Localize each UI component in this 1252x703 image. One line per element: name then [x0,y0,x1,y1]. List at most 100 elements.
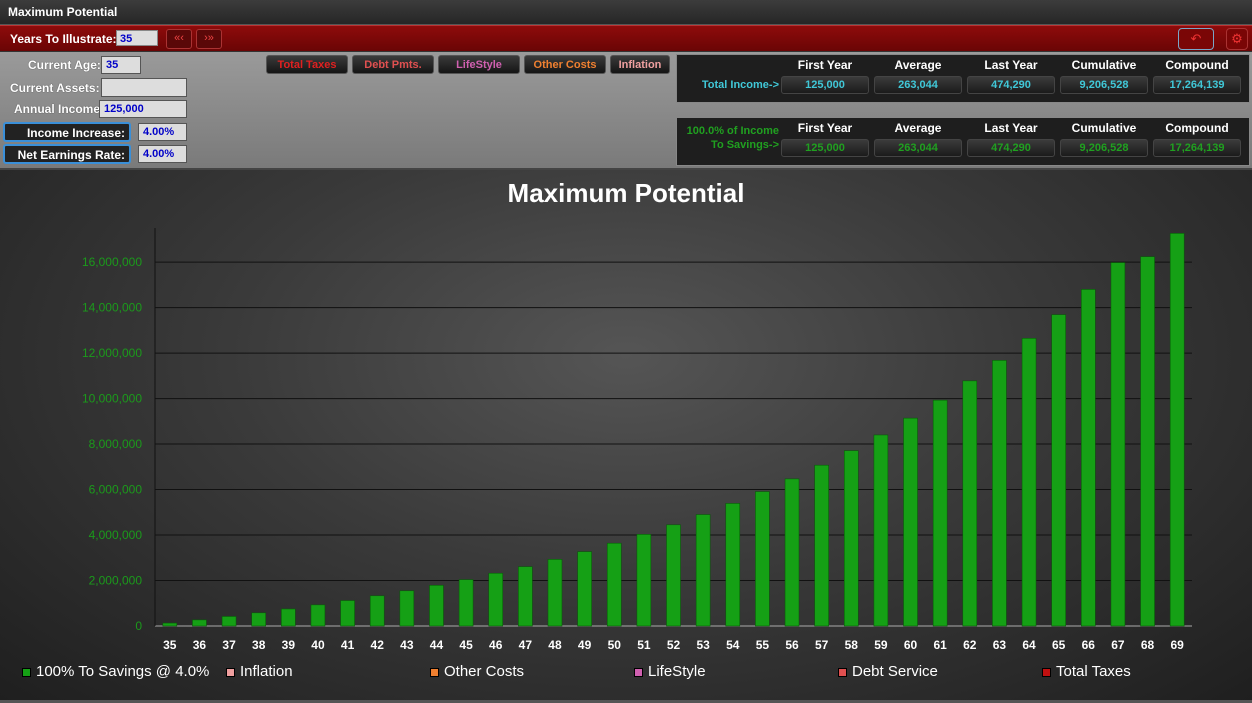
bar [695,514,711,627]
savings-first-year-value: 125,000 [781,139,869,157]
next-years-button[interactable]: ›» [196,29,222,49]
col-header-first-year: First Year [797,121,853,135]
bar [1169,233,1185,627]
col-header-cumulative: Cumulative [1071,58,1137,72]
col-header-last-year: Last Year [984,58,1038,72]
x-tick-label: 52 [667,638,681,650]
bar [518,566,533,627]
bar [251,612,266,627]
y-tick-label: 14,000,000 [82,301,142,315]
x-tick-label: 68 [1141,638,1155,650]
toggle-other-costs-button[interactable]: Other Costs [524,55,606,74]
legend-swatch [1042,667,1051,677]
current-assets-input[interactable] [101,78,187,97]
savings-average-value: 263,044 [874,139,962,157]
window-title: Maximum Potential [8,5,118,19]
double-chevron-right-icon: ›» [204,32,214,44]
window-titlebar: Maximum Potential [0,0,1252,25]
x-tick-label: 47 [519,638,533,650]
y-tick-label: 12,000,000 [82,346,142,360]
income-compound-value: 17,264,139 [1153,76,1241,94]
years-input[interactable]: 35 [116,30,158,46]
legend-swatch [22,667,31,677]
bar [636,534,652,627]
bar [755,491,770,627]
x-tick-label: 39 [282,638,296,650]
chart-area: Maximum Potential 0 2,000,000 4,000,000 6,0… [0,170,1252,700]
prev-years-button[interactable]: «‹ [166,29,192,49]
x-axis: 35 36 37 38 39 40 41 42 43 44 45 46 47 48 49 50 51 52 53 54… [163,638,1184,650]
net-earnings-input[interactable]: 4.00% [138,145,187,163]
double-chevron-left-icon: «‹ [174,32,184,44]
bar [399,590,415,627]
x-tick-label: 45 [459,638,473,650]
x-tick-label: 64 [1022,638,1036,650]
x-tick-label: 43 [400,638,414,650]
undo-button[interactable]: ↶ [1178,28,1214,50]
x-tick-label: 66 [1082,638,1096,650]
x-tick-label: 38 [252,638,266,650]
toggle-lifestyle-button[interactable]: LifeStyle [438,55,520,74]
bar [547,559,563,627]
bar [725,503,741,627]
x-tick-label: 36 [193,638,207,650]
y-tick-label: 2,000,000 [89,574,143,588]
income-cumulative-value: 9,206,528 [1060,76,1148,94]
bar [1081,289,1096,627]
legend-swatch [226,667,235,677]
current-age-input[interactable]: 35 [101,56,141,74]
bar [281,608,296,627]
bar [221,616,237,627]
x-tick-label: 55 [756,638,770,650]
legend-swatch [838,667,847,677]
chart-grid [155,261,1192,627]
undo-arrow-icon: ↶ [1190,31,1202,46]
input-panel: Current Age: 35 Current Assets: Annual I… [0,52,1252,170]
savings-cumulative-value: 9,206,528 [1060,139,1148,157]
gear-icon: ⚙ [1231,31,1243,46]
legend-item: 100% To Savings @ 4.0% [22,663,209,680]
bar [192,619,207,627]
bar [310,604,326,627]
x-tick-label: 62 [963,638,977,650]
toggle-total-taxes-button[interactable]: Total Taxes [266,55,348,74]
bottom-border [0,700,1252,703]
toggle-label: Other Costs [533,59,597,71]
net-earnings-label: Net Earnings Rate: [3,144,131,164]
income-first-year-value: 125,000 [781,76,869,94]
bar [1140,256,1155,627]
x-tick-label: 44 [430,638,444,650]
toggle-inflation-button[interactable]: Inflation [610,55,670,74]
legend-item: Inflation [226,663,293,680]
legend-item: LifeStyle [634,663,706,680]
chart-title: Maximum Potential [508,178,745,208]
legend-label: Inflation [240,663,293,680]
income-increase-input[interactable]: 4.00% [138,123,187,141]
toggle-debt-pmts-button[interactable]: Debt Pmts. [352,55,434,74]
legend-label: 100% To Savings @ 4.0% [36,663,210,680]
years-label: Years To Illustrate: [10,32,117,46]
col-header-last-year: Last Year [984,121,1038,135]
bar [162,622,178,627]
annual-income-input[interactable]: 125,000 [99,100,187,118]
y-axis: 0 2,000,000 4,000,000 6,000,000 8,000,000 10,… [82,228,156,633]
x-tick-label: 65 [1052,638,1066,650]
y-tick-label: 6,000,000 [89,483,143,497]
legend-swatch [430,667,439,677]
x-tick-label: 69 [1171,638,1185,650]
legend-label: Debt Service [852,663,938,680]
x-tick-label: 61 [933,638,947,650]
bar [429,584,444,627]
x-tick-label: 35 [163,638,177,650]
bar [606,542,622,627]
x-tick-label: 60 [904,638,918,650]
toggle-label: Debt Pmts. [364,59,422,71]
y-tick-label: 10,000,000 [82,392,142,406]
settings-button[interactable]: ⚙ [1226,28,1248,50]
bar [962,380,978,627]
income-last-year-value: 474,290 [967,76,1055,94]
x-tick-label: 67 [1111,638,1125,650]
bar [458,579,474,627]
col-header-compound: Compound [1165,121,1229,135]
bar [873,434,889,627]
